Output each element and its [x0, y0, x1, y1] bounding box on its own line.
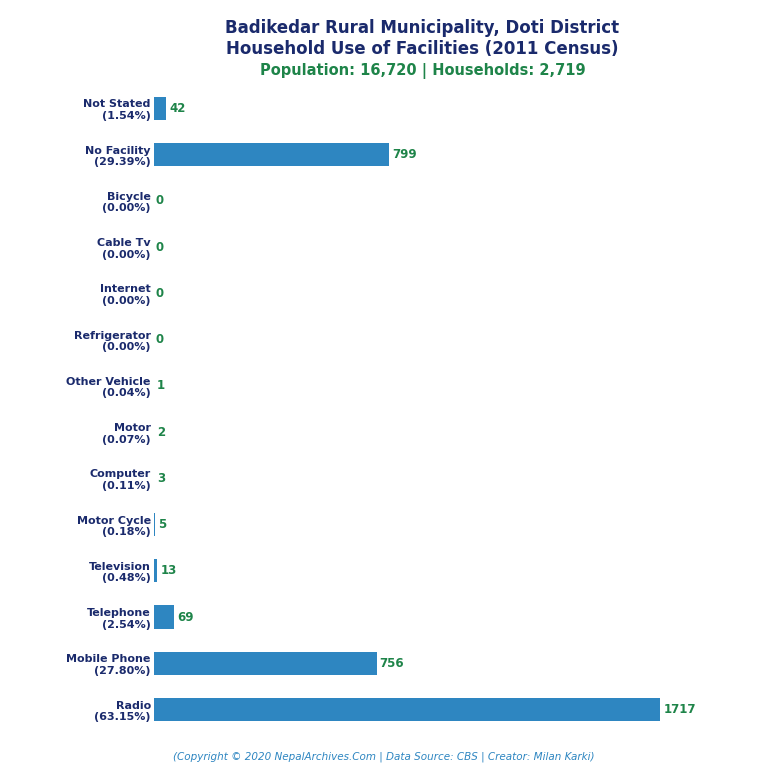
- Text: (Copyright © 2020 NepalArchives.Com | Data Source: CBS | Creator: Milan Karki): (Copyright © 2020 NepalArchives.Com | Da…: [174, 751, 594, 762]
- Bar: [154, 97, 166, 120]
- Text: 2: 2: [157, 425, 165, 439]
- Text: 0: 0: [156, 240, 164, 253]
- Text: 1717: 1717: [664, 703, 696, 716]
- Bar: [154, 605, 174, 629]
- Text: Badikedar Rural Municipality, Doti District: Badikedar Rural Municipality, Doti Distr…: [225, 19, 620, 37]
- Bar: [154, 698, 660, 721]
- Bar: [154, 559, 157, 582]
- Bar: [154, 143, 389, 166]
- Text: 0: 0: [156, 287, 164, 300]
- Text: 42: 42: [169, 102, 185, 115]
- Text: 3: 3: [157, 472, 166, 485]
- Text: Household Use of Facilities (2011 Census): Household Use of Facilities (2011 Census…: [226, 40, 619, 58]
- Text: 0: 0: [156, 333, 164, 346]
- Bar: [154, 652, 376, 675]
- Text: 13: 13: [161, 564, 177, 578]
- Bar: [154, 513, 155, 536]
- Text: 1: 1: [157, 379, 165, 392]
- Text: 69: 69: [177, 611, 194, 624]
- Text: 756: 756: [379, 657, 404, 670]
- Text: 799: 799: [392, 148, 417, 161]
- Text: 5: 5: [158, 518, 167, 531]
- Text: Population: 16,720 | Households: 2,719: Population: 16,720 | Households: 2,719: [260, 63, 585, 79]
- Text: 0: 0: [156, 194, 164, 207]
